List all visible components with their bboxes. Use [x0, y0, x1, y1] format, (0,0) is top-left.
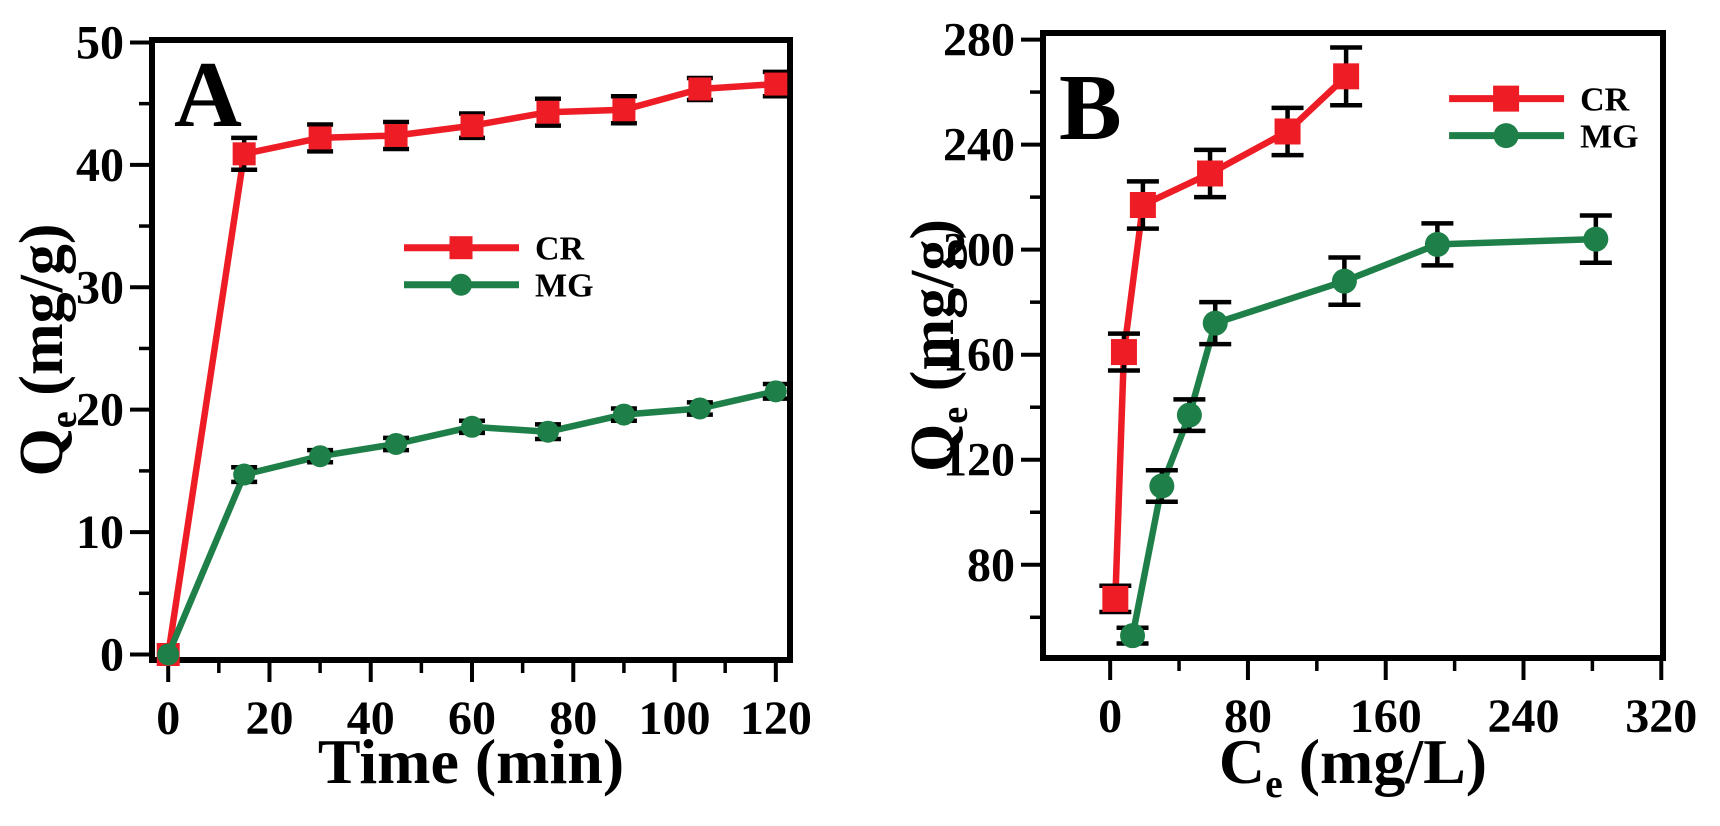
- panel-A-x-axis-label: Time (min): [318, 726, 624, 797]
- y-tick-label: 200: [943, 224, 1015, 277]
- series-line-CR: [1112, 73, 1350, 603]
- legend-label: CR: [535, 231, 585, 268]
- circle-marker: [1149, 473, 1175, 499]
- x-tick-label: 320: [1625, 690, 1697, 743]
- series-markers-MG: [157, 380, 787, 666]
- circle-marker: [1202, 310, 1228, 336]
- panel-B-series-CR: [1099, 45, 1363, 615]
- legend-square-marker: [1493, 85, 1520, 112]
- circle-marker: [1583, 226, 1609, 252]
- x-tick-label: 40: [347, 692, 395, 745]
- x-tick-label: 0: [156, 692, 180, 745]
- error-bars-MG: [1116, 213, 1612, 646]
- x-tick-label: 160: [1350, 690, 1422, 743]
- circle-marker: [612, 403, 635, 426]
- x-tick-label: 120: [740, 692, 812, 745]
- y-tick-label: 280: [943, 14, 1015, 67]
- legend-item-CR: CR: [404, 231, 585, 268]
- y-tick-label: 30: [76, 261, 124, 314]
- circle-marker: [688, 397, 711, 420]
- panel-B-ticks: [1021, 37, 1664, 680]
- legend-circle-marker: [1493, 123, 1519, 149]
- square-marker: [1197, 160, 1224, 187]
- square-marker: [536, 100, 560, 124]
- y-tick-label: 50: [76, 16, 124, 69]
- series-markers-CR: [156, 72, 788, 666]
- x-tick-label: 80: [549, 692, 597, 745]
- panel-B-frame: [1040, 30, 1666, 661]
- x-tick-label: 80: [1224, 690, 1272, 743]
- panel-B-letter: B: [1059, 56, 1122, 160]
- circle-marker: [157, 643, 180, 666]
- square-marker: [1274, 118, 1301, 145]
- square-marker: [688, 77, 712, 101]
- legend-label: MG: [535, 268, 594, 305]
- panel-A-y-axis-label: Qe (mg/g): [8, 224, 85, 477]
- square-marker: [1129, 192, 1156, 219]
- panel-A-series-MG: [157, 380, 789, 666]
- panel-B-y-axis-label: Qe (mg/g): [899, 219, 976, 472]
- y-tick-label: 240: [943, 119, 1015, 172]
- circle-marker: [1120, 623, 1146, 649]
- series-line-MG: [1129, 235, 1600, 639]
- square-marker: [1110, 339, 1137, 366]
- circle-marker: [536, 420, 559, 443]
- panel-B-x-axis-label: Ce (mg/L): [1219, 726, 1487, 806]
- circle-marker: [309, 445, 332, 468]
- series-markers-CR: [1102, 63, 1360, 612]
- x-tick-label: 20: [245, 692, 293, 745]
- legend-item-MG: MG: [404, 268, 594, 305]
- error-bars-MG: [231, 381, 789, 485]
- square-marker: [764, 72, 788, 96]
- y-tick-label: 160: [943, 329, 1015, 382]
- circle-marker: [385, 432, 408, 455]
- legend-circle-marker: [450, 273, 473, 296]
- square-marker: [308, 126, 332, 150]
- legend-item-CR: CR: [1449, 82, 1630, 119]
- square-marker: [384, 123, 408, 147]
- square-marker: [612, 98, 636, 122]
- square-marker: [232, 142, 256, 166]
- y-tick-label: 40: [76, 139, 124, 192]
- square-marker: [1333, 63, 1360, 90]
- circle-marker: [233, 463, 256, 486]
- y-tick-label: 80: [967, 539, 1015, 592]
- panel-B-series-MG: [1116, 213, 1612, 649]
- y-tick-label: 120: [943, 434, 1015, 487]
- y-tick-label: 10: [76, 506, 124, 559]
- legend-square-marker: [449, 236, 473, 260]
- panel-A-tick-labels: 0 20 40 60 80 100 120 0 10 20 30 40 50: [76, 16, 812, 744]
- legend-label: MG: [1580, 119, 1639, 156]
- x-tick-label: 100: [639, 692, 711, 745]
- legend-item-MG: MG: [1449, 119, 1639, 156]
- y-tick-label: 20: [76, 384, 124, 437]
- legend-label: CR: [1580, 82, 1630, 119]
- circle-marker: [461, 415, 484, 438]
- panel-A-frame: [149, 37, 793, 663]
- circle-marker: [1331, 268, 1357, 294]
- series-markers-MG: [1120, 226, 1609, 649]
- square-marker: [460, 114, 484, 138]
- square-marker: [1102, 585, 1129, 612]
- x-tick-label: 60: [448, 692, 496, 745]
- x-tick-label: 240: [1488, 690, 1560, 743]
- panel-B-tick-labels: 0 80 160 240 320 80 120 160 200 240 280: [943, 14, 1697, 743]
- y-tick-label: 0: [100, 628, 124, 681]
- circle-marker: [1176, 402, 1202, 428]
- series-line-CR: [164, 80, 780, 658]
- circle-marker: [764, 380, 787, 403]
- panel-A-series-CR: [156, 69, 789, 666]
- error-bars-CR: [1099, 45, 1363, 615]
- panel-A-letter: A: [174, 43, 242, 147]
- x-tick-label: 0: [1098, 690, 1122, 743]
- circle-marker: [1424, 231, 1450, 257]
